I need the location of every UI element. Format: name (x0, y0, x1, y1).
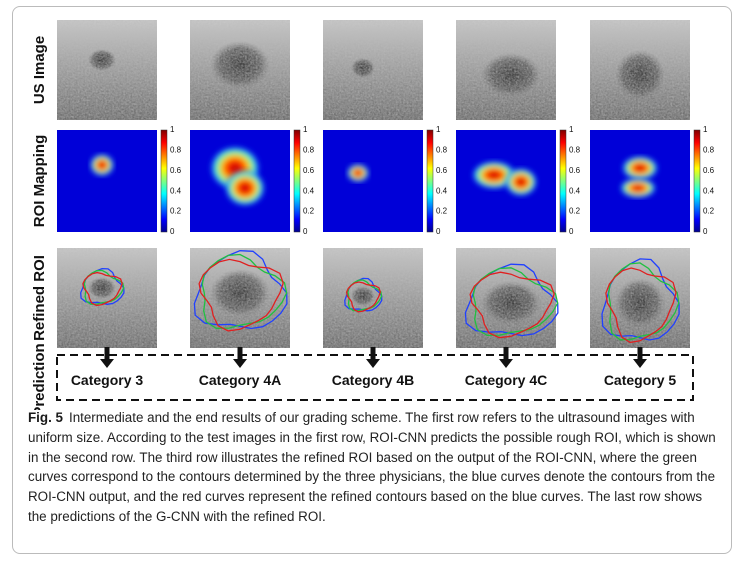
arrow-head (233, 359, 247, 368)
heat-blob (505, 168, 537, 196)
colorbar-tick: 0.6 (436, 166, 448, 175)
colorbar-tick: 0.4 (703, 186, 715, 195)
colorbar-tick: 0 (569, 227, 574, 236)
speckle (190, 20, 290, 120)
colorbar-tick: 0.8 (170, 146, 182, 155)
colorbar (559, 129, 567, 233)
colorbar (160, 129, 168, 233)
row-label: US Image (31, 36, 48, 104)
colorbar (293, 129, 301, 233)
refined-image (590, 248, 690, 348)
colorbar-tick: 0 (703, 227, 708, 236)
refined-image (57, 248, 157, 348)
colorbar-tick: 0.6 (303, 166, 315, 175)
colorbar-tick: 0.8 (436, 146, 448, 155)
speckle (590, 20, 690, 120)
category-label: Category 4B (332, 372, 414, 388)
heat-blob (620, 178, 656, 198)
map-background (323, 130, 423, 232)
speckle (190, 248, 290, 348)
contour (82, 271, 123, 307)
colorbar-tick: 0 (303, 227, 308, 236)
colorbar-tick: 1 (569, 125, 574, 134)
colorbar (426, 129, 434, 233)
colorbar-tick: 0.6 (569, 166, 581, 175)
colorbar-tick: 1 (170, 125, 175, 134)
colorbar-tick: 0.4 (436, 186, 448, 195)
arrow-head (366, 359, 380, 368)
contour (464, 263, 559, 337)
colorbar-tick: 0 (436, 227, 441, 236)
us-image (190, 20, 290, 120)
heat-blob (347, 164, 369, 182)
roi-map (590, 130, 690, 232)
arrow-head (633, 359, 647, 368)
us-image (323, 20, 423, 120)
figure-frame (12, 6, 732, 554)
colorbar-tick: 0.2 (569, 207, 581, 216)
colorbar-tick: 0.8 (569, 146, 581, 155)
roi-map (323, 130, 423, 232)
heat-blob (90, 154, 114, 176)
category-label: Category 4C (465, 372, 547, 388)
caption-text: Intermediate and the end results of our … (28, 410, 716, 524)
caption: Fig. 5 Intermediate and the end results o… (28, 408, 723, 527)
heat-blob (225, 170, 265, 206)
category-label: Category 3 (71, 372, 144, 388)
speckle (57, 248, 157, 348)
contour (601, 258, 680, 341)
heat-blob (622, 156, 658, 180)
colorbar-tick: 1 (303, 125, 308, 134)
refined-image (190, 248, 290, 348)
contour (198, 258, 284, 332)
map-background (57, 130, 157, 232)
category-label: Category 4A (199, 372, 281, 388)
row-label: ROI Mapping (31, 135, 48, 228)
roi-map (456, 130, 556, 232)
row-label: Prediction (31, 343, 48, 410)
arrow-head (100, 359, 114, 368)
speckle (57, 20, 157, 120)
contour (345, 281, 381, 313)
roi-map (57, 130, 157, 232)
colorbar-tick: 1 (436, 125, 441, 134)
colorbar-tick: 0.2 (436, 207, 448, 216)
contour (469, 271, 555, 339)
us-image (456, 20, 556, 120)
colorbar-tick: 0 (170, 227, 175, 236)
refined-image (456, 248, 559, 348)
us-image (57, 20, 157, 120)
colorbar-tick: 1 (703, 125, 708, 134)
colorbar-tick: 0.8 (703, 146, 715, 155)
speckle (456, 20, 556, 120)
contour (605, 267, 677, 344)
colorbar (693, 129, 701, 233)
contour (193, 250, 288, 330)
colorbar-tick: 0.6 (170, 166, 182, 175)
colorbar-tick: 0.4 (170, 186, 182, 195)
colorbar-tick: 0.2 (303, 207, 315, 216)
colorbar-tick: 0.2 (703, 207, 715, 216)
colorbar-tick: 0.6 (703, 166, 715, 175)
speckle (323, 20, 423, 120)
refined-image (323, 248, 423, 348)
row-label: Refined ROI (31, 255, 48, 341)
category-label: Category 5 (604, 372, 677, 388)
caption-label: Fig. 5 (28, 410, 63, 425)
colorbar-tick: 0.8 (303, 146, 315, 155)
colorbar-tick: 0.4 (303, 186, 315, 195)
contour (344, 277, 383, 312)
contour (80, 267, 125, 305)
arrow-head (499, 359, 513, 368)
us-image (590, 20, 690, 120)
figure-graphic: US Image ROI Mapping Refined ROI Prediction… (31, 20, 715, 410)
roi-map (190, 130, 290, 232)
speckle (323, 248, 423, 348)
colorbar-tick: 0.4 (569, 186, 581, 195)
colorbar-tick: 0.2 (170, 207, 182, 216)
